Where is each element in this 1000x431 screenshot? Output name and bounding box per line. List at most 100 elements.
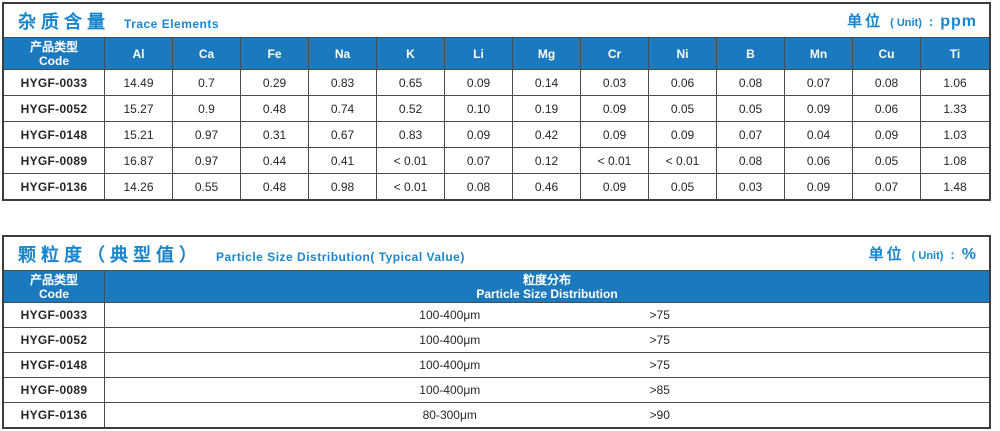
cell-value: 0.12: [513, 148, 581, 173]
section-title-zh: 颗粒度（典型值）: [18, 244, 202, 265]
particle-size-header-row: 产品类型 Code 粒度分布 Particle Size Distributio…: [4, 270, 989, 302]
unit-zh: 单位: [868, 246, 905, 263]
cell-value: 0.09: [581, 96, 649, 121]
row-code: HYGF-0136: [4, 403, 105, 427]
cell-value: 0.08: [445, 174, 513, 199]
cell-value: 0.09: [853, 122, 921, 147]
unit-colon: :: [928, 14, 934, 29]
code-header-zh: 产品类型: [29, 272, 78, 287]
cell-value: 0.97: [173, 122, 241, 147]
cell-value: 0.14: [513, 70, 581, 95]
cell-value: 0.09: [785, 96, 853, 121]
trace-elements-titlebar: 杂质含量 Trace Elements 单位 ( Unit) : ppm: [4, 4, 989, 37]
dist-header-zh: 粒度分布: [522, 272, 571, 287]
unit-label: 单位 ( Unit) : %: [869, 243, 977, 264]
column-header: B: [717, 38, 785, 69]
particle-size-section: 颗粒度（典型值） Particle Size Distribution( Typ…: [2, 235, 991, 429]
cell-value: 0.08: [853, 70, 921, 95]
cell-value: 0.98: [309, 174, 377, 199]
size-percent: >90: [649, 408, 670, 422]
cell-value: 16.87: [105, 148, 173, 173]
row-code: HYGF-0089: [4, 378, 105, 402]
table-row: HYGF-0033 100-400μm >75: [4, 302, 989, 327]
column-header: Ti: [949, 46, 961, 61]
column-header: Mn: [785, 38, 853, 69]
table-row: HYGF-0136 14.26 0.55 0.48 0.98 < 0.01 0.…: [4, 173, 989, 199]
cell-value: 0.10: [445, 96, 513, 121]
cell-distribution: 100-400μm >75: [105, 328, 989, 352]
cell-value: 15.27: [105, 96, 173, 121]
table-row: HYGF-0148 100-400μm >75: [4, 352, 989, 377]
table-row: HYGF-0033 14.49 0.7 0.29 0.83 0.65 0.09 …: [4, 69, 989, 95]
cell-value: 0.07: [853, 174, 921, 199]
section-title-en: Trace Elements: [124, 16, 220, 31]
table-row: HYGF-0136 80-300μm >90: [4, 402, 989, 427]
particle-size-titlebar: 颗粒度（典型值） Particle Size Distribution( Typ…: [4, 237, 989, 270]
column-header: Ca: [173, 38, 241, 69]
cell-value: 0.04: [785, 122, 853, 147]
row-code: HYGF-0089: [4, 148, 105, 173]
size-range: 100-400μm: [419, 383, 481, 397]
cell-value: 0.06: [853, 96, 921, 121]
column-header: K: [377, 38, 445, 69]
cell-value: 1.33: [943, 101, 967, 116]
cell-value: 0.83: [377, 122, 445, 147]
table-row: HYGF-0052 15.27 0.9 0.48 0.74 0.52 0.10 …: [4, 95, 989, 121]
unit-paren: ( Unit): [911, 250, 944, 262]
column-header: Fe: [241, 38, 309, 69]
cell-distribution: 100-400μm >85: [105, 378, 989, 402]
size-percent: >85: [649, 383, 670, 397]
code-header-zh: 产品类型: [29, 39, 78, 54]
code-header-en: Code: [39, 53, 69, 68]
row-code: HYGF-0148: [4, 353, 105, 377]
column-header: Al: [105, 38, 173, 69]
size-percent: >75: [649, 358, 670, 372]
cell-value: 0.44: [241, 148, 309, 173]
cell-value: 1.48: [943, 179, 967, 194]
column-header: Mg: [513, 38, 581, 69]
cell-distribution: 100-400μm >75: [105, 353, 989, 377]
cell-value: 0.06: [649, 70, 717, 95]
row-code: HYGF-0033: [4, 70, 105, 95]
cell-value: 0.07: [445, 148, 513, 173]
cell-distribution: 80-300μm >90: [105, 403, 989, 427]
cell-value: 0.07: [717, 122, 785, 147]
cell-value: 1.06: [943, 75, 967, 90]
column-header-code: 产品类型 Code: [4, 38, 105, 69]
cell-value: 0.52: [377, 96, 445, 121]
cell-distribution: 100-400μm >75: [105, 303, 989, 327]
unit-paren: ( Unit): [890, 17, 922, 29]
cell-value: 0.31: [241, 122, 309, 147]
column-header: Cu: [853, 38, 921, 69]
cell-value: 0.05: [649, 174, 717, 199]
cell-value: < 0.01: [649, 148, 717, 173]
cell-value: 1.03: [943, 127, 967, 142]
size-range: 80-300μm: [422, 408, 477, 422]
cell-value: 0.05: [649, 96, 717, 121]
cell-value: 15.21: [105, 122, 173, 147]
cell-value: 0.41: [309, 148, 377, 173]
cell-value: 0.08: [717, 70, 785, 95]
cell-value: 14.49: [105, 70, 173, 95]
unit-zh: 单位: [847, 13, 884, 30]
cell-value: 0.48: [241, 96, 309, 121]
unit-label: 单位 ( Unit) : ppm: [847, 10, 977, 31]
cell-value: < 0.01: [377, 148, 445, 173]
section-title-zh: 杂质含量: [18, 11, 110, 32]
cell-value: 0.05: [717, 96, 785, 121]
cell-value: < 0.01: [581, 148, 649, 173]
cell-value: 14.26: [105, 174, 173, 199]
table-row: HYGF-0148 15.21 0.97 0.31 0.67 0.83 0.09…: [4, 121, 989, 147]
cell-value: 0.83: [309, 70, 377, 95]
section-title: 颗粒度（典型值） Particle Size Distribution( Typ…: [18, 241, 465, 267]
cell-value: 1.08: [943, 153, 967, 168]
section-title-en: Particle Size Distribution( Typical Valu…: [216, 249, 465, 264]
column-header: Ni: [649, 38, 717, 69]
cell-value: 0.09: [581, 122, 649, 147]
cell-value: 0.09: [649, 122, 717, 147]
table-row: HYGF-0089 100-400μm >85: [4, 377, 989, 402]
cell-value: < 0.01: [377, 174, 445, 199]
dist-header-en: Particle Size Distribution: [476, 286, 618, 301]
cell-value: 0.7: [173, 70, 241, 95]
